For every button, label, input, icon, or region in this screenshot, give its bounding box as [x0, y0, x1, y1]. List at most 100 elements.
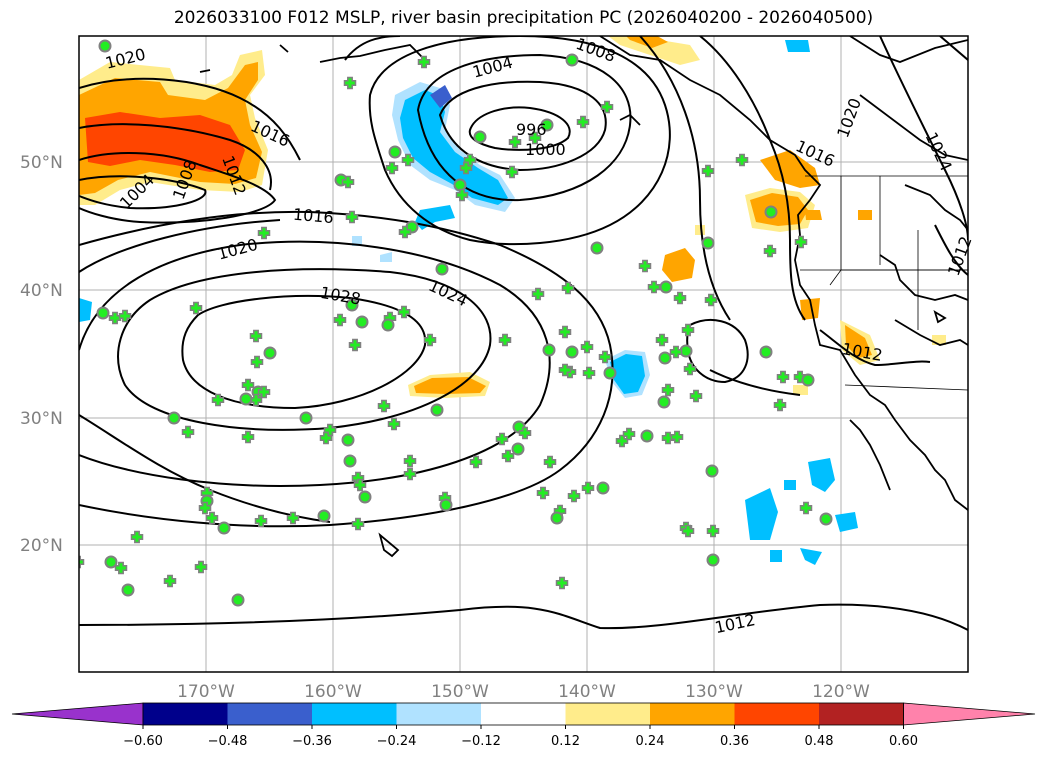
lat-label: 50°N — [20, 153, 63, 173]
colorbar-segment — [312, 703, 397, 725]
station-marker — [773, 398, 787, 412]
coastlines — [199, 36, 968, 558]
station-marker — [397, 305, 411, 319]
station-marker — [417, 55, 431, 69]
station-marker — [759, 345, 773, 359]
station-marker — [459, 161, 473, 175]
station-marker — [561, 281, 575, 295]
station-marker — [353, 478, 367, 492]
station-marker — [98, 39, 112, 53]
isobar-label: 996 — [516, 120, 547, 139]
station-marker — [358, 490, 372, 504]
colorbar-tick-label: 0.48 — [805, 734, 834, 749]
colorbar-segment — [734, 703, 820, 725]
isobar-label: 1000 — [525, 140, 566, 159]
station-marker — [511, 442, 525, 456]
station-marker — [622, 427, 636, 441]
station-marker — [776, 370, 790, 384]
station-marker — [239, 392, 253, 406]
station-marker — [590, 241, 604, 255]
station-marker — [250, 355, 264, 369]
station-marker — [254, 514, 268, 528]
station-marker — [241, 378, 255, 392]
colorbar-segment — [143, 703, 228, 725]
station-marker — [299, 411, 313, 425]
station-marker — [567, 489, 581, 503]
station-marker — [498, 333, 512, 347]
station-marker — [576, 115, 590, 129]
station-marker — [473, 130, 487, 144]
colorbar-segment — [565, 703, 651, 725]
colorbar-segment — [819, 703, 904, 725]
station-marker — [501, 449, 515, 463]
station-marker — [819, 512, 833, 526]
station-marker — [701, 236, 715, 250]
political-borders — [800, 175, 968, 391]
station-marker — [704, 293, 718, 307]
station-marker — [615, 434, 629, 448]
station-marker — [257, 226, 271, 240]
station-marker — [163, 574, 177, 588]
station-marker — [689, 389, 703, 403]
station-marker — [661, 431, 675, 445]
station-marker — [657, 395, 671, 409]
station-marker — [518, 426, 532, 440]
station-marker — [558, 325, 572, 339]
station-marker — [114, 561, 128, 575]
station-marker — [706, 524, 720, 538]
station-marker — [655, 333, 669, 347]
lon-label: 120°W — [812, 682, 870, 702]
station-marker — [763, 244, 777, 258]
station-marker — [403, 467, 417, 481]
station-marker — [341, 175, 355, 189]
station-marker — [647, 280, 661, 294]
station-marker — [430, 403, 444, 417]
station-marker — [558, 363, 572, 377]
station-marker — [681, 323, 695, 337]
colorbar-tick-label: 0.60 — [889, 734, 918, 749]
station-marker — [581, 481, 595, 495]
station-marker — [542, 343, 556, 357]
station-marker — [469, 455, 483, 469]
station-marker — [96, 306, 110, 320]
station-marker — [536, 486, 550, 500]
longitude-labels: 170°W 160°W 150°W 140°W 130°W 120°W — [177, 682, 870, 702]
lon-label: 160°W — [304, 682, 362, 702]
station-marker — [439, 498, 453, 512]
station-marker — [341, 433, 355, 447]
map-border — [78, 35, 969, 673]
colorbar-border — [142, 702, 904, 726]
colorbar-segment — [227, 703, 313, 725]
station-marker — [794, 235, 808, 249]
station-marker — [189, 301, 203, 315]
colorbar-tick-label: −0.24 — [377, 734, 417, 749]
colorbar-extend-min — [11, 702, 144, 726]
station-marker — [355, 315, 369, 329]
station-marker — [348, 338, 362, 352]
station-markers — [79, 39, 833, 607]
colorbar-extend-max — [903, 702, 1036, 726]
station-marker — [435, 262, 449, 276]
station-marker — [706, 553, 720, 567]
figure-title: 2026033100 F012 MSLP, river basin precip… — [173, 8, 874, 28]
colorbar-tick-label: −0.60 — [123, 734, 163, 749]
station-marker — [661, 383, 675, 397]
colorbar-tick-label: 0.12 — [551, 734, 580, 749]
station-marker — [317, 509, 331, 523]
station-marker — [194, 560, 208, 574]
station-marker — [387, 417, 401, 431]
station-marker — [231, 593, 245, 607]
station-marker — [343, 454, 357, 468]
lon-label: 170°W — [177, 682, 235, 702]
station-marker — [596, 481, 610, 495]
station-marker — [659, 280, 673, 294]
lon-label: 130°W — [685, 682, 743, 702]
station-marker — [543, 455, 557, 469]
lat-label: 30°N — [20, 409, 63, 429]
station-marker — [286, 511, 300, 525]
station-marker — [118, 309, 132, 323]
station-marker — [385, 161, 399, 175]
station-marker — [673, 291, 687, 305]
station-marker — [423, 333, 437, 347]
station-marker — [217, 521, 231, 535]
